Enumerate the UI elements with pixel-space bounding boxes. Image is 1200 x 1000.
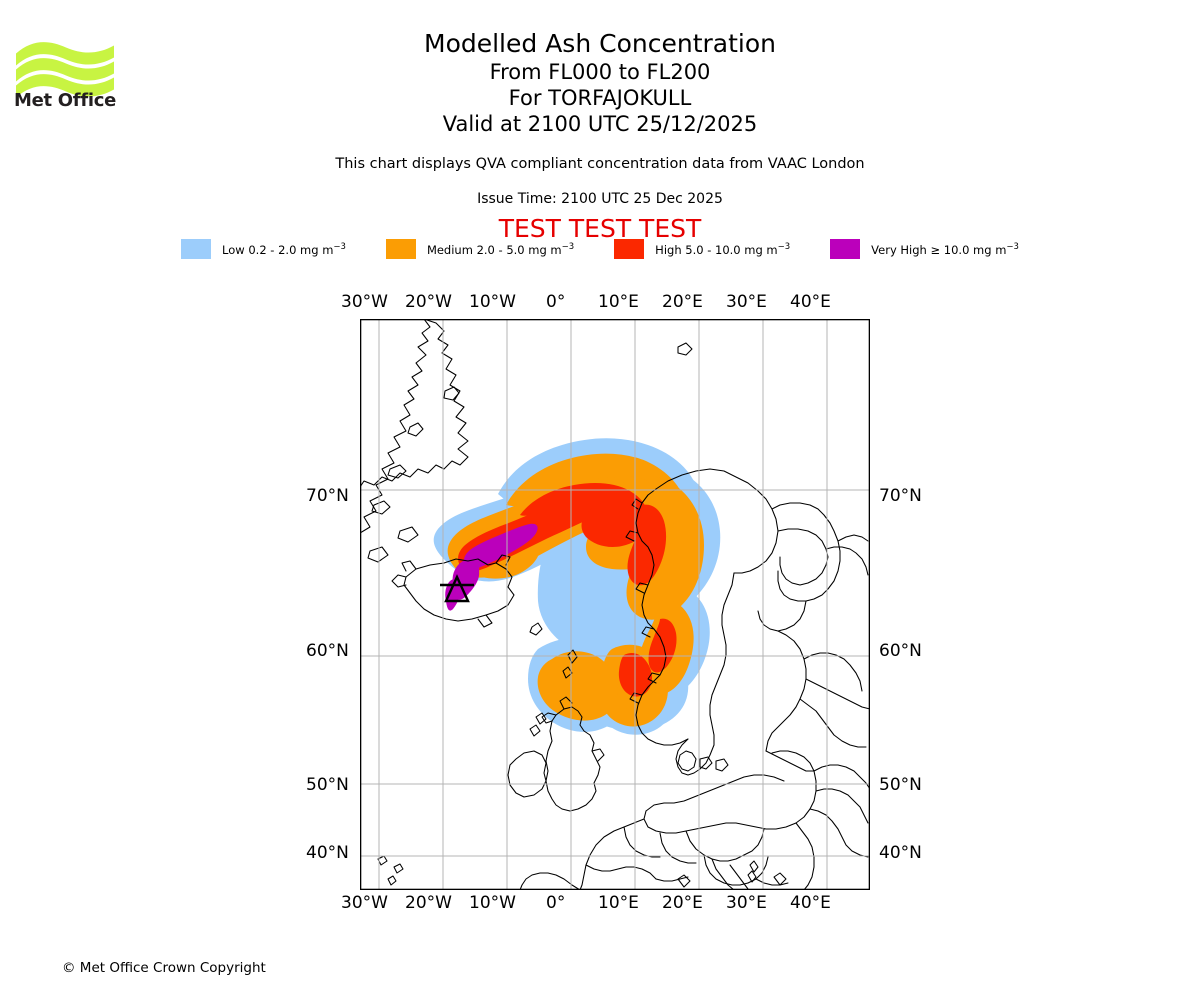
lon-label-bottom-30w: 30°W — [341, 893, 388, 913]
lat-label-right-40n: 40°N — [879, 843, 922, 863]
lat-label-right-60n: 60°N — [879, 641, 922, 661]
lon-label-top-20e: 20°E — [662, 292, 703, 312]
lon-label-bottom-10w: 10°W — [469, 893, 516, 913]
legend-label-very-high: Very High ≥ 10.0 mg m−3 — [871, 241, 1019, 257]
lon-label-bottom-30e: 30°E — [726, 893, 767, 913]
lon-label-bottom-20w: 20°W — [405, 893, 452, 913]
lon-label-bottom-0: 0° — [546, 893, 566, 913]
lon-label-top-0: 0° — [546, 292, 566, 312]
lon-label-bottom-40e: 40°E — [790, 893, 831, 913]
met-office-logo — [16, 42, 114, 98]
volcano-symbol — [440, 574, 474, 603]
volcano-name-line: For TORFAJOKULL — [508, 86, 692, 110]
test-banner: TEST TEST TEST — [498, 214, 702, 243]
lat-label-right-70n: 70°N — [879, 486, 922, 506]
qva-note: This chart displays QVA compliant concen… — [335, 156, 865, 172]
flight-level-line: From FL000 to FL200 — [489, 60, 711, 84]
legend-swatch-high — [614, 239, 645, 259]
lat-label-left-70n: 70°N — [306, 486, 349, 506]
logo-wordmark: Met Office — [14, 90, 117, 111]
lat-label-left-40n: 40°N — [306, 843, 349, 863]
lat-label-right-50n: 50°N — [879, 775, 922, 795]
page-title: Modelled Ash Concentration — [424, 29, 776, 58]
lon-label-top-10w: 10°W — [469, 292, 516, 312]
lon-label-bottom-10e: 10°E — [598, 893, 639, 913]
map-frame — [360, 319, 870, 890]
legend-swatch-medium — [385, 239, 416, 259]
lon-label-bottom-20e: 20°E — [662, 893, 703, 913]
lon-label-top-30e: 30°E — [726, 292, 767, 312]
ash-concentration-map[interactable] — [360, 319, 870, 890]
legend-label-high: High 5.0 - 10.0 mg m−3 — [655, 241, 791, 257]
lat-label-left-50n: 50°N — [306, 775, 349, 795]
coastlines — [360, 319, 870, 890]
legend-label-low: Low 0.2 - 2.0 mg m−3 — [222, 241, 346, 257]
lon-label-top-20w: 20°W — [405, 292, 452, 312]
graticule — [360, 319, 870, 890]
concentration-legend: Low 0.2 - 2.0 mg m−3 Medium 2.0 - 5.0 mg… — [0, 239, 1200, 259]
lon-label-top-30w: 30°W — [341, 292, 388, 312]
legend-item-medium: Medium 2.0 - 5.0 mg m−3 — [385, 239, 575, 259]
legend-swatch-low — [181, 239, 212, 259]
valid-time-line: Valid at 2100 UTC 25/12/2025 — [442, 112, 758, 136]
legend-label-medium: Medium 2.0 - 5.0 mg m−3 — [426, 241, 575, 257]
lon-label-top-40e: 40°E — [790, 292, 831, 312]
ash-contour-very-high — [445, 523, 538, 611]
copyright-notice: © Met Office Crown Copyright — [62, 960, 266, 976]
title-block: Modelled Ash Concentration From FL000 to… — [0, 28, 1200, 137]
lon-label-top-10e: 10°E — [598, 292, 639, 312]
issue-time: Issue Time: 2100 UTC 25 Dec 2025 — [477, 191, 723, 207]
legend-swatch-very-high — [830, 239, 861, 259]
legend-item-very-high: Very High ≥ 10.0 mg m−3 — [830, 239, 1019, 259]
lat-label-left-60n: 60°N — [306, 641, 349, 661]
legend-item-low: Low 0.2 - 2.0 mg m−3 — [181, 239, 346, 259]
map-canvas[interactable] — [360, 319, 870, 890]
legend-item-high: High 5.0 - 10.0 mg m−3 — [614, 239, 790, 259]
